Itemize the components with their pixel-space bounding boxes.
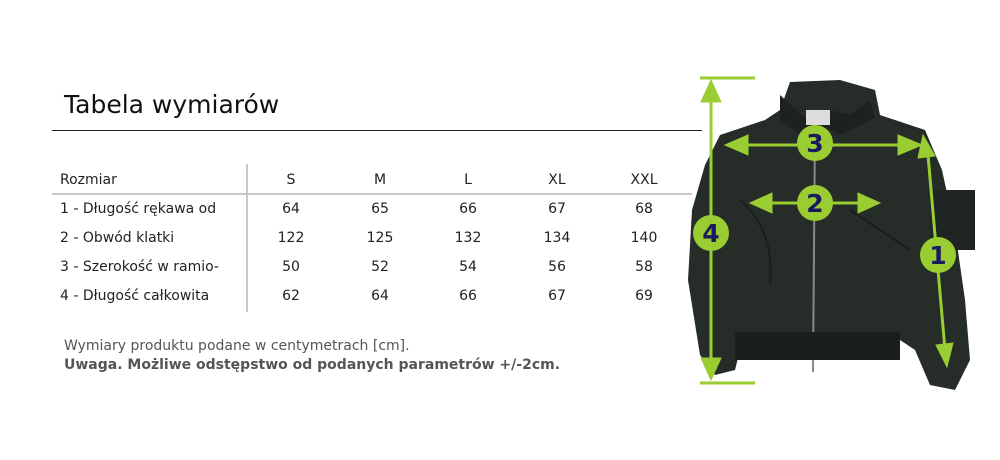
size-header: S [286,172,296,188]
size-header: L [464,172,472,188]
table-cell: 67 [548,288,566,304]
table-cell: 56 [548,259,566,275]
table-cell: 62 [282,288,300,304]
size-header: XL [548,172,566,188]
svg-text:2: 2 [806,189,823,218]
table-cell: 69 [635,288,653,304]
table-cell: 122 [277,230,305,246]
row-label: 4 - Długość całkowita [60,288,210,304]
table-cell: 134 [543,230,571,246]
header-label: Rozmiar [60,172,117,188]
table-cell: 54 [459,259,477,275]
table-cell: 66 [459,288,477,304]
size-header: M [373,172,387,188]
table-cell: 52 [371,259,389,275]
header-divider [52,193,692,195]
measurement-marker-1: 1 [920,237,956,273]
svg-text:1: 1 [929,241,946,270]
svg-text:4: 4 [702,219,719,248]
table-cell: 65 [371,201,389,217]
warning-note: Uwaga. Możliwe odstępstwo od podanych pa… [64,357,561,373]
measurement-marker-2: 2 [797,185,833,221]
table-cell: 125 [366,230,394,246]
table-cell: 50 [282,259,300,275]
size-header: XXL [630,172,658,188]
row-label: 3 - Szerokość w ramio- [60,259,219,275]
jacket-image [688,80,975,390]
table-cell: 68 [635,201,653,217]
measurement-marker-4: 4 [693,215,729,251]
measurement-marker-3: 3 [797,125,833,161]
row-label: 1 - Długość rękawa od [60,201,217,217]
table-cell: 67 [548,201,566,217]
table-cell: 64 [282,201,300,217]
units-note: Wymiary produktu podane w centymetrach [… [64,338,410,354]
table-cell: 64 [371,288,389,304]
svg-text:3: 3 [806,129,823,158]
table-cell: 66 [459,201,477,217]
row-label: 2 - Obwód klatki [60,230,175,246]
column-divider [246,164,248,312]
title-divider [52,130,702,131]
table-cell: 140 [630,230,658,246]
jacket-measurement-diagram: 1 2 3 4 [688,76,975,390]
table-cell: 58 [635,259,653,275]
page-title: Tabela wymiarów [64,90,280,119]
table-cell: 132 [454,230,482,246]
